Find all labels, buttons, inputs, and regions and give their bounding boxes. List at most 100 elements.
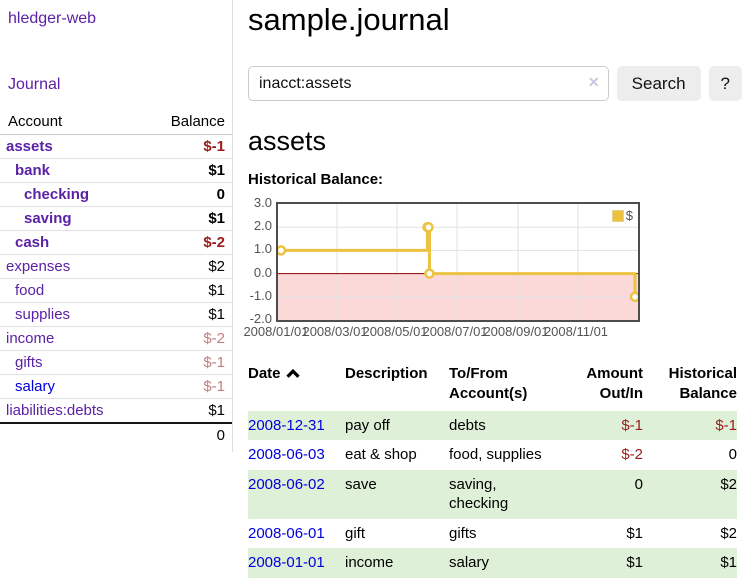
account-heading: assets [248, 126, 327, 156]
y-axis-tick-label: 3.0 [253, 195, 272, 210]
account-link[interactable]: liabilities:debts [6, 402, 104, 419]
historical-balance-chart: 3.0 2.0 1.0 0.0 -1.0 -2.0 $ 2008/01/01 2008/03… [243, 195, 742, 348]
register-row: 2008-06-02 save saving, checking 0 $2 [248, 469, 737, 519]
account-column-header: Account [0, 110, 142, 135]
register-row: 2008-06-03 eat & shop food, supplies $-2 0 [248, 440, 737, 470]
account-balance: $-1 [141, 350, 232, 375]
transaction-accounts: food, supplies [449, 446, 542, 463]
main-content: sample.journal ✕ Search ? assets Histori… [243, 0, 742, 578]
y-axis-tick-label: -1.0 [249, 287, 272, 303]
account-row: income $-2 [0, 326, 232, 351]
transaction-balance: $1 [643, 548, 737, 578]
account-balance: $1 [141, 398, 232, 423]
account-balance: $-1 [141, 134, 232, 159]
account-link[interactable]: salary [15, 378, 56, 395]
account-balance: 0 [141, 182, 232, 207]
search-bar: ✕ Search ? [248, 66, 742, 101]
chart-plot-area[interactable]: $ [276, 202, 640, 322]
x-axis-tick-label: 2008/05/01 [362, 324, 428, 339]
account-row: saving $1 [0, 206, 232, 231]
transaction-amount: $1 [626, 524, 643, 542]
register-row: 2008-06-01 gift gifts $1 $2 [248, 519, 737, 549]
transaction-amount: $-2 [621, 446, 643, 463]
account-row: salary $-1 [0, 374, 232, 399]
transaction-date-link[interactable]: 2008-12-31 [248, 416, 325, 434]
account-row: assets $-1 [0, 134, 232, 159]
search-button[interactable]: Search [616, 66, 701, 101]
chart-title: Historical Balance: [248, 171, 384, 188]
help-button[interactable]: ? [708, 66, 742, 101]
balance-column-header: Balance [141, 110, 232, 135]
register-row: 2008-12-31 pay off debts $-1 $-1 [248, 410, 737, 440]
transaction-accounts: gifts [449, 524, 477, 542]
account-row: expenses $2 [0, 254, 232, 279]
transaction-date-link[interactable]: 2008-06-01 [248, 524, 325, 542]
transaction-accounts: debts [449, 410, 559, 440]
chart-legend: $ [609, 207, 635, 224]
account-row: food $1 [0, 278, 232, 303]
search-input[interactable] [248, 66, 609, 101]
legend-label: $ [625, 208, 633, 223]
accounts-total-value: 0 [141, 422, 232, 447]
accounts-total-row: 0 [0, 422, 232, 447]
transaction-accounts: salary [449, 548, 559, 578]
account-balance: $1 [141, 206, 232, 231]
balance-column-header-register: Historical Balance [668, 365, 737, 403]
register-row: 2008-01-01 income salary $1 $1 [248, 548, 737, 578]
accounts-table: Account Balance assets $-1 bank $1 checking 0… [0, 110, 232, 447]
account-link[interactable]: checking [24, 186, 90, 203]
account-link[interactable]: income [6, 330, 55, 347]
transaction-balance: $2 [643, 469, 737, 519]
clear-search-icon[interactable]: ✕ [587, 74, 600, 90]
account-balance: $2 [141, 254, 232, 279]
account-row: liabilities:debts $1 [0, 398, 232, 423]
x-axis-tick-label: 2008/07/01 [422, 324, 488, 339]
account-balance: $1 [141, 158, 232, 183]
sort-ascending-icon [285, 368, 300, 378]
transaction-amount: 0 [559, 469, 643, 519]
account-link[interactable]: assets [6, 138, 53, 155]
journal-link[interactable]: Journal [8, 76, 61, 93]
account-row: supplies $1 [0, 302, 232, 327]
account-link[interactable]: cash [15, 234, 50, 251]
transaction-description: save [345, 469, 449, 519]
transaction-balance: 0 [728, 446, 737, 463]
account-link[interactable]: food [15, 282, 45, 299]
transaction-date-link[interactable]: 2008-06-02 [248, 475, 325, 493]
amount-column-header: Amount Out/In [586, 365, 643, 403]
account-row: checking 0 [0, 182, 232, 207]
date-column-header[interactable]: Date [248, 362, 345, 411]
transaction-description: eat & shop [345, 446, 417, 463]
account-link[interactable]: expenses [6, 258, 71, 275]
accounts-column-header: To/From Account(s) [449, 365, 528, 403]
y-axis-tick-label: 0.0 [253, 264, 272, 280]
account-link[interactable]: supplies [15, 306, 71, 323]
transaction-amount: $-1 [559, 410, 643, 440]
transaction-balance: $2 [720, 524, 737, 542]
account-balance: $-1 [141, 374, 232, 399]
transaction-date-link[interactable]: 2008-06-03 [248, 446, 325, 463]
x-axis-tick-label: 2008/03/01 [302, 324, 368, 339]
account-link[interactable]: saving [24, 210, 72, 227]
y-axis-tick-label: -2.0 [249, 311, 272, 326]
sidebar: hledger-web Journal Account Balance asse… [0, 0, 233, 452]
page-title: sample.journal [248, 2, 450, 37]
x-axis-tick-label: 2008/01/01 [243, 324, 309, 339]
transaction-description: pay off [345, 410, 449, 440]
legend-swatch [611, 209, 624, 222]
account-link[interactable]: bank [15, 162, 51, 179]
x-axis-tick-label: 2008/09/01 [483, 324, 549, 339]
account-row: bank $1 [0, 158, 232, 183]
account-row: cash $-2 [0, 230, 232, 255]
account-row: gifts $-1 [0, 350, 232, 375]
account-balance: $-2 [141, 230, 232, 255]
account-balance: $1 [141, 278, 232, 303]
account-link[interactable]: gifts [15, 354, 43, 371]
transaction-balance: $-1 [643, 410, 737, 440]
transaction-description: gift [345, 524, 366, 542]
transaction-date-link[interactable]: 2008-01-01 [248, 554, 325, 571]
transaction-description: income [345, 548, 449, 578]
x-axis-tick-label: 2008/11/01 [543, 324, 609, 339]
account-balance: $1 [141, 302, 232, 327]
app-title-link[interactable]: hledger-web [8, 10, 97, 27]
